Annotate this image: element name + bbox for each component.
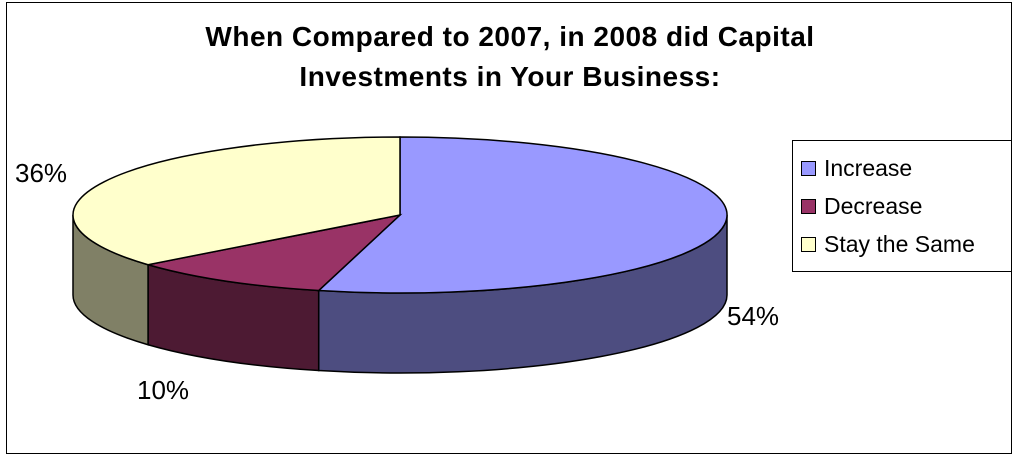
slice-label-stay-the-same: 36% — [15, 158, 68, 188]
slice-increase — [316, 136, 728, 294]
slice-label-increase: 54% — [727, 301, 780, 331]
legend-swatch-stay-the-same — [801, 236, 816, 252]
chart-title: When Compared to 2007, in 2008 did Capit… — [7, 17, 1013, 97]
legend-label-decrease: Decrease — [824, 192, 923, 219]
legend-item-increase: Increase — [801, 149, 1011, 187]
legend-item-decrease: Decrease — [801, 187, 1011, 225]
chart-title-line-2: Investments in Your Business: — [299, 61, 721, 92]
legend-swatch-increase — [801, 160, 816, 176]
chart-legend: Increase Decrease Stay the Same — [792, 140, 1012, 272]
slice-decrease — [147, 213, 403, 292]
legend-item-stay-the-same: Stay the Same — [801, 225, 1011, 263]
chart-title-line-1: When Compared to 2007, in 2008 did Capit… — [205, 21, 815, 52]
legend-swatch-decrease — [801, 198, 816, 214]
legend-label-stay-the-same: Stay the Same — [824, 230, 975, 257]
slice-stay-the-same — [72, 136, 401, 266]
slice-label-decrease: 10% — [137, 375, 190, 405]
legend-label-increase: Increase — [824, 154, 913, 181]
pie-chart — [72, 136, 728, 374]
chart-frame: When Compared to 2007, in 2008 did Capit… — [6, 2, 1012, 454]
